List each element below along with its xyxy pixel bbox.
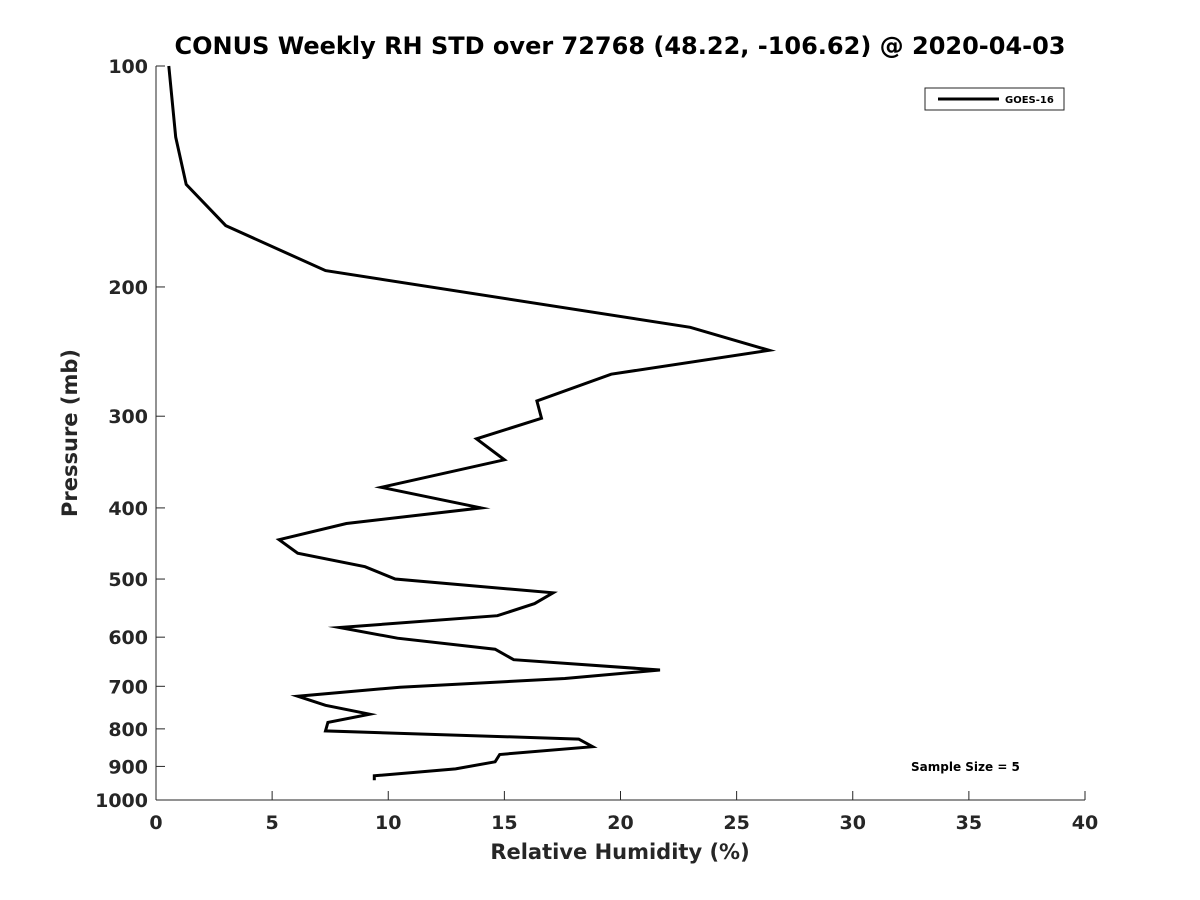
y-tick-label: 300 (108, 406, 148, 428)
x-tick-label: 20 (607, 812, 633, 834)
x-tick-label: 0 (149, 812, 162, 834)
sample-size-annotation: Sample Size = 5 (911, 760, 1020, 774)
y-tick-label: 900 (108, 756, 148, 778)
y-tick-label: 100 (108, 56, 148, 78)
y-tick-label: 600 (108, 627, 148, 649)
x-axis-ticks: 0 5 10 15 20 25 30 35 40 (149, 791, 1098, 834)
x-tick-label: 15 (491, 812, 517, 834)
x-axis-label: Relative Humidity (%) (490, 840, 749, 864)
y-tick-label: 700 (108, 676, 148, 698)
plot-frame (155, 66, 1085, 801)
x-tick-label: 35 (956, 812, 982, 834)
x-tick-label: 25 (723, 812, 749, 834)
legend-entry-goes-16: GOES-16 (1005, 95, 1054, 106)
x-tick-label: 40 (1072, 812, 1098, 834)
x-tick-label: 10 (375, 812, 401, 834)
series-layer (167, 65, 777, 781)
x-tick-label: 30 (840, 812, 866, 834)
y-tick-label: 400 (108, 498, 148, 520)
legend: GOES-16 (924, 87, 1065, 111)
y-axis-label: Pressure (mb) (58, 349, 82, 517)
chart-title: CONUS Weekly RH STD over 72768 (48.22, -… (174, 32, 1065, 60)
y-tick-label: 500 (108, 569, 148, 591)
y-tick-label: 800 (108, 719, 148, 741)
series-line-goes-16 (167, 65, 777, 781)
y-tick-label: 200 (108, 277, 148, 299)
x-tick-label: 5 (266, 812, 279, 834)
y-tick-label: 1000 (95, 790, 148, 812)
y-axis-ticks: 100 200 300 400 500 600 700 800 900 1000 (95, 56, 165, 812)
